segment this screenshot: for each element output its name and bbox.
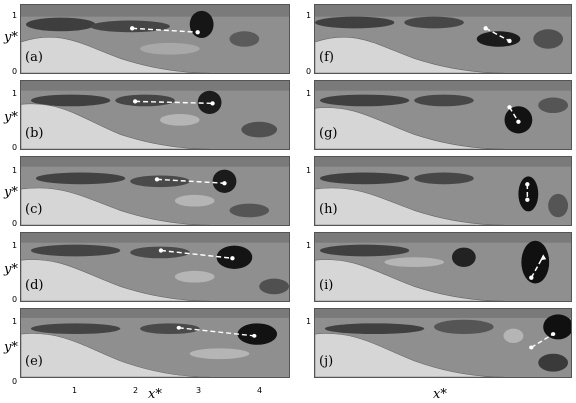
panel-b: (b) <box>20 80 290 150</box>
contour-field-a <box>21 5 289 73</box>
contour-field-g <box>315 81 571 149</box>
marker-end <box>195 30 200 35</box>
marker-end <box>550 332 556 337</box>
y-axis-label: y* <box>4 30 18 45</box>
x-tick: 2 <box>133 386 139 395</box>
marker-end <box>516 119 521 124</box>
panel-j: (j) <box>314 308 572 378</box>
y-axis-label: y* <box>4 340 18 355</box>
marker-start <box>154 177 160 182</box>
marker-start <box>529 275 534 280</box>
x-tick: 3 <box>196 386 202 395</box>
contour-field-d <box>21 233 289 301</box>
contour-field-h <box>315 157 571 225</box>
contour-field-f <box>315 5 571 73</box>
marker-start <box>525 182 530 187</box>
marker-start <box>158 248 164 253</box>
panel-d: (d) <box>20 232 290 302</box>
contour-field-b <box>21 81 289 149</box>
panel-label: (g) <box>319 126 338 141</box>
y-tick: 1 <box>306 89 312 98</box>
panel-a: (a) <box>20 4 290 74</box>
x-axis-label: x* <box>433 387 447 402</box>
contour-field-i <box>315 233 571 301</box>
panel-label: (c) <box>25 202 43 217</box>
panel-label: (a) <box>25 50 43 65</box>
marker-start <box>483 26 488 31</box>
y-tick: 0 <box>12 295 18 304</box>
panel-f: (f) <box>314 4 572 74</box>
marker-end <box>252 333 257 338</box>
panel-i: (i) <box>314 232 572 302</box>
panel-g: (g) <box>314 80 572 150</box>
marker-start <box>529 345 534 350</box>
y-axis-label: y* <box>4 185 18 200</box>
panel-label: (i) <box>319 278 334 293</box>
x-tick: 4 <box>257 386 263 395</box>
marker-start <box>176 325 182 330</box>
marker-end <box>222 181 227 186</box>
marker-start <box>507 105 512 110</box>
arrow-head <box>540 254 547 261</box>
panel-label: (e) <box>25 354 43 369</box>
x-axis-label: x* <box>148 387 162 402</box>
contour-field-j <box>315 309 571 377</box>
contour-field-c <box>21 157 289 225</box>
y-tick: 1 <box>306 166 312 175</box>
panel-e: (e) <box>20 308 290 378</box>
panel-c: (c) <box>20 156 290 226</box>
marker-end <box>230 256 235 261</box>
panel-label: (d) <box>25 278 44 293</box>
y-axis-label: y* <box>4 110 18 125</box>
y-tick: 1 <box>306 317 312 326</box>
contour-field-e <box>21 309 289 377</box>
y-tick: 1 <box>306 241 312 250</box>
y-tick: 1 <box>12 89 18 98</box>
marker-start <box>132 99 138 104</box>
panel-label: (b) <box>25 126 44 141</box>
panel-h: (h) <box>314 156 572 226</box>
y-tick: 1 <box>306 11 312 20</box>
y-tick: 1 <box>12 241 18 250</box>
y-tick: 1 <box>12 166 18 175</box>
panel-label: (h) <box>319 202 338 217</box>
panel-label: (f) <box>319 50 334 65</box>
y-tick: 0 <box>12 219 18 228</box>
panel-label: (j) <box>319 354 334 369</box>
y-tick: 0 <box>306 67 312 76</box>
marker-end <box>525 197 530 202</box>
x-tick: 1 <box>72 386 78 395</box>
y-tick: 1 <box>12 11 18 20</box>
marker-start <box>129 26 135 31</box>
y-tick: 0 <box>12 67 18 76</box>
marker-end <box>210 101 215 106</box>
y-tick: 0 <box>12 377 18 386</box>
y-tick: 1 <box>12 317 18 326</box>
y-axis-label: y* <box>4 262 18 277</box>
y-tick: 0 <box>12 143 18 152</box>
marker-end <box>507 38 512 44</box>
